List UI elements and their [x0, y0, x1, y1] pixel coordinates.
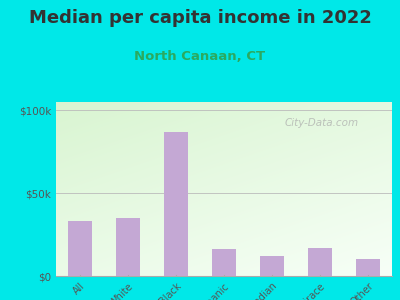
Bar: [260, 256, 284, 276]
Bar: [356, 260, 380, 276]
Bar: [164, 132, 188, 276]
Bar: [68, 221, 92, 276]
Bar: [212, 250, 236, 276]
Text: North Canaan, CT: North Canaan, CT: [134, 50, 266, 62]
Text: City-Data.com: City-Data.com: [284, 118, 359, 128]
Bar: [308, 248, 332, 276]
Text: Median per capita income in 2022: Median per capita income in 2022: [28, 9, 372, 27]
Bar: [116, 218, 140, 276]
